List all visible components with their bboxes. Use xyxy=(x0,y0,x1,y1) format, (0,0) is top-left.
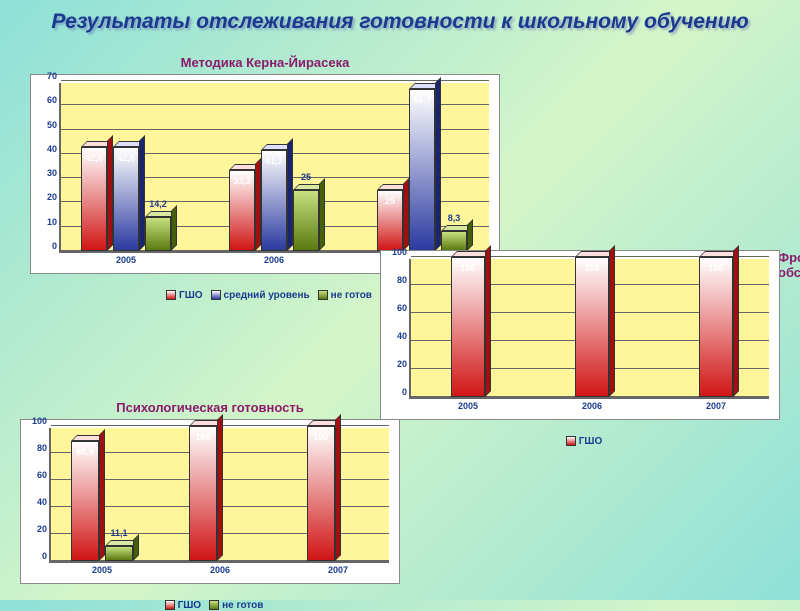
bar: 100 xyxy=(575,257,609,397)
y-tick: 60 xyxy=(47,95,61,105)
bar: 33,3 xyxy=(229,170,255,251)
y-tick: 30 xyxy=(47,168,61,178)
x-tick: 2007 xyxy=(706,397,726,411)
gridline xyxy=(61,80,489,81)
y-tick: 100 xyxy=(392,247,411,257)
y-tick: 80 xyxy=(37,443,51,453)
y-tick: 20 xyxy=(397,359,411,369)
legend-label: не готов xyxy=(222,600,263,611)
bar: 88,9 xyxy=(71,441,99,561)
bar-label: 25 xyxy=(385,196,395,206)
y-tick: 0 xyxy=(42,551,51,561)
bar-label: 100 xyxy=(313,432,328,442)
x-tick: 2007 xyxy=(328,561,348,575)
chart-psych: Психологическая готовность 0 20 40 60 80 100 20… xyxy=(20,400,400,611)
plot: 0 20 40 60 80 100 2005 88,9 11,1 2006 100 2007 100 xyxy=(20,419,400,584)
legend-label: не готов xyxy=(331,290,372,301)
y-tick: 20 xyxy=(47,192,61,202)
legend-label: ГШО xyxy=(178,600,202,611)
chart-title: Психологическая готовность xyxy=(20,400,400,415)
bar: 41,7 xyxy=(261,150,287,251)
bar-label: 100 xyxy=(460,263,475,273)
y-tick: 10 xyxy=(47,217,61,227)
y-tick: 40 xyxy=(37,497,51,507)
bar-label: 88,9 xyxy=(76,447,94,457)
y-tick: 80 xyxy=(397,275,411,285)
x-tick: 2005 xyxy=(458,397,478,411)
legend-swatch xyxy=(318,290,328,300)
legend-swatch xyxy=(209,600,219,610)
y-tick: 100 xyxy=(32,416,51,426)
legend-swatch xyxy=(165,600,175,610)
bar: 14,2 xyxy=(145,217,171,251)
bar-label: 33,3 xyxy=(233,176,251,186)
bar-label: 8,3 xyxy=(448,213,461,223)
x-tick: 2005 xyxy=(116,251,136,265)
bar-label: 25 xyxy=(301,172,311,182)
bar: 25 xyxy=(293,190,319,251)
plot-area: 010203040506070200542,942,914,2200633,34… xyxy=(59,83,489,253)
legend-label: ГШО xyxy=(179,290,203,301)
bar-label: 11,1 xyxy=(110,528,127,538)
legend-label: средний уровень xyxy=(224,290,310,301)
plot-area: 020406080100200588,911,120061002007100 xyxy=(49,428,389,563)
bar: 100 xyxy=(307,426,335,561)
bar: 100 xyxy=(699,257,733,397)
bar-label: 42,9 xyxy=(85,153,103,163)
plot-area: 020406080100200510020061002007100 xyxy=(409,259,769,399)
x-tick: 2006 xyxy=(264,251,284,265)
y-tick: 60 xyxy=(37,470,51,480)
bar-label: 41,7 xyxy=(265,156,283,166)
y-tick: 40 xyxy=(47,144,61,154)
plot: 0 20 40 60 80 100 2005 100 2006 100 2007 100 xyxy=(380,250,780,420)
chart-title: Фронтальное обследование xyxy=(778,250,800,280)
bar-label: 66,7 xyxy=(413,95,431,105)
bar: 42,9 xyxy=(113,147,139,251)
chart-title: Методика Керна-Йирасека xyxy=(30,55,500,70)
y-tick: 50 xyxy=(47,120,61,130)
bar: 25 xyxy=(377,190,403,251)
y-tick: 70 xyxy=(47,71,61,81)
bar: 8,3 xyxy=(441,231,467,251)
bar: 100 xyxy=(451,257,485,397)
y-tick: 60 xyxy=(397,303,411,313)
chart-frontal: Фронтальное обследование0204060801002005… xyxy=(380,250,780,447)
legend-swatch xyxy=(211,290,221,300)
bar: 42,9 xyxy=(81,147,107,251)
legend-label: ГШО xyxy=(579,436,603,447)
legend: ГШО не готов xyxy=(20,584,400,611)
x-tick: 2006 xyxy=(210,561,230,575)
y-tick: 0 xyxy=(402,387,411,397)
bar: 66,7 xyxy=(409,89,435,251)
bar-label: 14,2 xyxy=(149,199,167,209)
page-title: Результаты отслеживания готовности к шко… xyxy=(0,0,800,34)
plot: 0 10 20 30 40 50 60 70 2005 42,9 42,9 14,2 2006 33,3 4… xyxy=(30,74,500,274)
legend-swatch xyxy=(566,436,576,446)
y-tick: 20 xyxy=(37,524,51,534)
bar-label: 100 xyxy=(708,263,723,273)
bar-label: 100 xyxy=(584,263,599,273)
legend-swatch xyxy=(166,290,176,300)
bar-label: 42,9 xyxy=(117,153,135,163)
y-tick: 40 xyxy=(397,331,411,341)
y-tick: 0 xyxy=(52,241,61,251)
x-tick: 2006 xyxy=(582,397,602,411)
x-tick: 2005 xyxy=(92,561,112,575)
legend: ГШО xyxy=(380,420,780,447)
bar: 11,1 xyxy=(105,546,133,561)
bar-label: 100 xyxy=(195,432,210,442)
bar: 100 xyxy=(189,426,217,561)
